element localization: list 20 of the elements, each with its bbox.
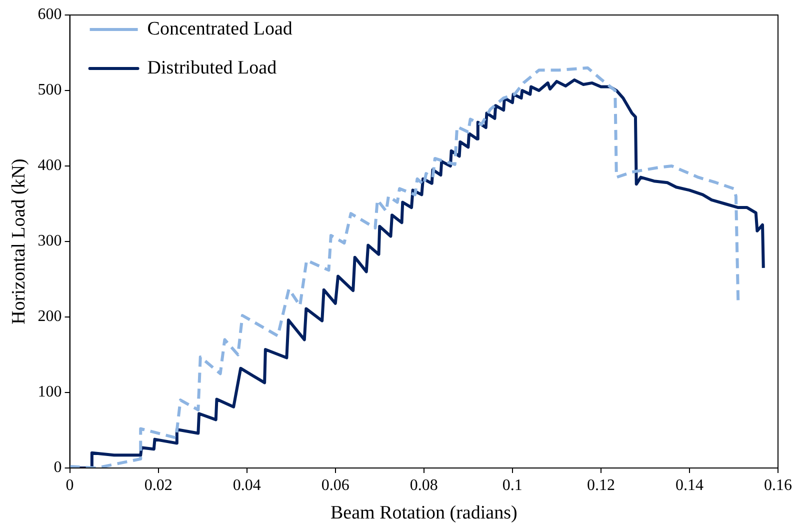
y-tick-label: 600 (38, 6, 62, 24)
x-axis-title: Beam Rotation (radians) (330, 502, 518, 524)
y-tick-label: 400 (38, 157, 62, 174)
x-tick-label: 0.16 (764, 476, 792, 494)
y-tick-label: 200 (38, 308, 62, 326)
legend-label: Concentrated Load (147, 18, 293, 40)
y-tick-label: 300 (38, 232, 62, 250)
y-tick-label: 100 (38, 384, 62, 401)
x-tick-label: 0 (66, 476, 74, 494)
x-tick-label: 0.02 (144, 476, 172, 494)
x-tick-label: 0.1 (502, 476, 522, 494)
legend-label: Distributed Load (147, 57, 278, 78)
y-axis-title: Horizontal Load (kN) (8, 158, 30, 324)
x-tick-label: 0.12 (586, 476, 615, 494)
y-tick-label: 0 (54, 459, 62, 476)
x-tick-label: 0.04 (232, 476, 261, 494)
x-tick-label: 0.08 (410, 476, 438, 494)
y-tick-label: 500 (38, 82, 62, 99)
x-tick-label: 0.14 (675, 476, 704, 494)
x-tick-label: 0.06 (321, 476, 350, 494)
